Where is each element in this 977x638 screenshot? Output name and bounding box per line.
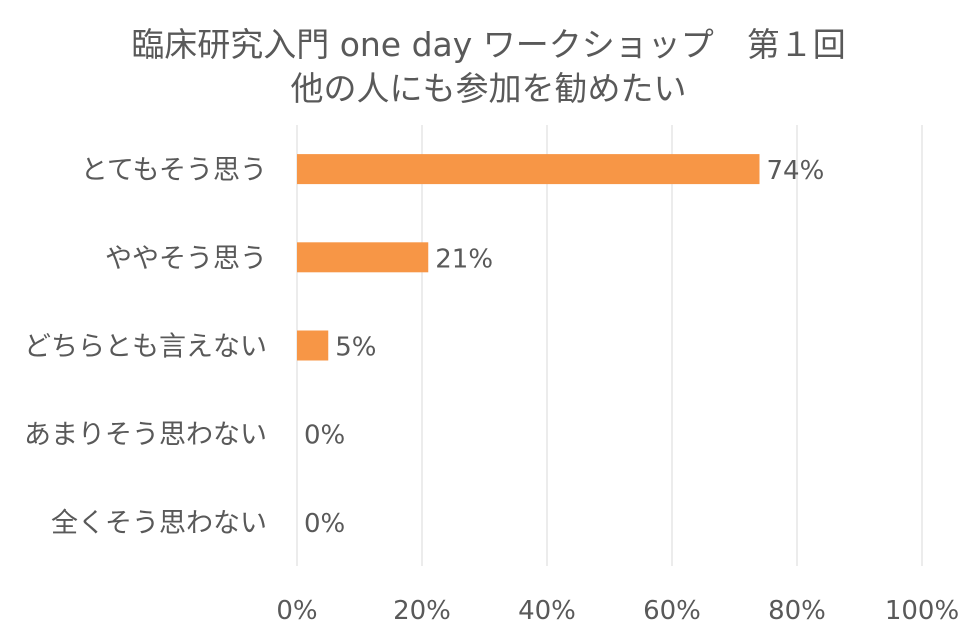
bar [297,154,760,185]
category-label: ややそう思う [105,243,267,274]
data-label: 0% [304,509,345,539]
bar [297,242,429,273]
chart-title: 臨床研究入門 one day ワークショップ 第１回 [131,25,846,64]
x-tick-label: 20% [393,596,451,626]
bar [297,330,329,361]
category-label: とてもそう思う [81,155,267,186]
data-label: 5% [335,333,376,363]
data-label: 74% [767,156,825,186]
data-label: 0% [304,421,345,451]
data-label: 21% [435,244,493,274]
category-label: 全くそう思わない [51,508,267,539]
category-label: あまりそう思わない [24,420,267,451]
chart-subtitle: 他の人にも参加を勧めたい [290,69,687,108]
x-tick-label: 60% [643,596,701,626]
x-tick-label: 100% [885,596,959,626]
x-tick-label: 80% [768,596,826,626]
x-tick-label: 40% [518,596,576,626]
x-tick-label: 0% [276,596,317,626]
category-label: どちらとも言えない [24,332,267,363]
